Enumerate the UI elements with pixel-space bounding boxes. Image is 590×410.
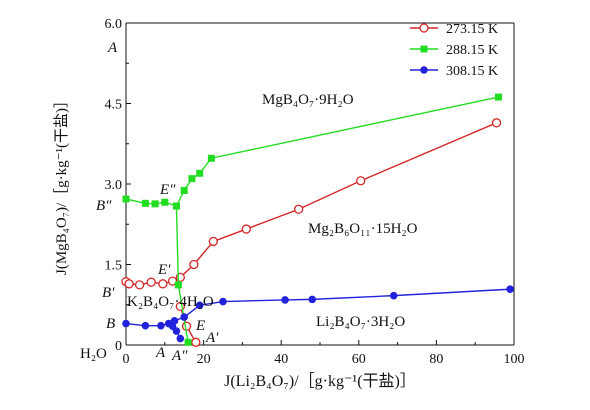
point-label: A — [107, 40, 118, 56]
legend: 273.15 K 288.15 K 308.15 K — [410, 22, 498, 79]
point-label: E″ — [159, 182, 176, 198]
legend-entry: 308.15 K — [446, 64, 498, 79]
data-point — [141, 321, 150, 330]
data-point — [207, 154, 215, 162]
data-point — [188, 175, 196, 183]
series-line — [125, 96, 499, 207]
data-point — [151, 200, 159, 208]
legend-entry: 288.15 K — [446, 43, 498, 58]
y-axis-label: J(MgB₄O₇)/［g·kg⁻¹(干盐)］ — [53, 93, 70, 275]
y-tick-label: 0 — [115, 339, 122, 354]
region-label: Mg₂B₆O₁₁·15H₂O — [308, 221, 418, 237]
data-point — [356, 176, 366, 186]
point-label: E — [195, 318, 205, 334]
data-point — [134, 280, 145, 290]
series-line — [125, 122, 497, 286]
point-label: A″ — [171, 348, 188, 364]
point-label: B″ — [96, 198, 112, 214]
y-tick-label: 1.5 — [105, 259, 123, 274]
data-point — [184, 338, 192, 346]
region-label: K₂B₄O₇·4H₂O — [127, 294, 214, 310]
series-layer — [121, 93, 514, 347]
data-point — [176, 334, 185, 343]
data-point — [122, 195, 130, 203]
point-label: E′ — [157, 262, 171, 278]
x-tick-label: 60 — [352, 352, 366, 367]
labels-layer: A B B′ B″ E E′ E″ A A′ A″ H₂O MgB₄O₇·9H₂O Mg₂B₆O₁₁·1… — [80, 40, 418, 364]
legend-entry: 273.15 K — [446, 22, 498, 37]
data-point — [189, 259, 199, 270]
data-point — [124, 279, 134, 289]
point-label: H₂O — [80, 346, 107, 362]
region-label: MgB₄O₇·9H₂O — [262, 92, 354, 108]
data-point — [172, 327, 181, 335]
series — [122, 93, 502, 210]
data-point — [196, 169, 204, 177]
data-point — [157, 321, 165, 330]
x-tick-label: 20 — [197, 352, 211, 367]
data-point — [491, 118, 502, 128]
data-point — [191, 337, 201, 347]
data-point — [281, 296, 289, 304]
data-point — [141, 199, 149, 207]
point-label: B′ — [102, 285, 115, 301]
data-point — [146, 277, 156, 287]
y-tick-label: 3.0 — [105, 178, 123, 193]
series — [121, 118, 502, 290]
data-point — [219, 297, 227, 306]
data-point — [167, 276, 178, 286]
y-tick-label: 6.0 — [105, 17, 123, 32]
data-point — [180, 186, 188, 194]
axes: 0 20 40 60 80 100 0 1.5 3.0 4.5 6.0 J(Li₂B₄O₇)/［g·k… — [53, 17, 525, 390]
data-point — [308, 295, 317, 304]
data-point — [420, 66, 428, 74]
series — [172, 202, 192, 346]
x-axis-label: J(Li₂B₄O₇)/［g·kg⁻¹(干盐)］ — [224, 372, 416, 390]
data-point — [122, 319, 130, 328]
x-tick-label: 0 — [123, 352, 130, 367]
region-label: Li₂B₄O₇·3H₂O — [316, 314, 405, 330]
data-point — [195, 301, 204, 310]
data-point — [494, 93, 502, 101]
data-point — [241, 224, 251, 234]
data-point — [294, 204, 304, 214]
series — [168, 322, 185, 343]
data-point — [172, 202, 180, 210]
data-point — [208, 236, 218, 247]
x-tick-label: 100 — [504, 352, 525, 367]
y-tick-label: 4.5 — [105, 98, 123, 113]
data-point — [174, 281, 182, 289]
x-tick-label: 40 — [274, 352, 288, 367]
data-point — [419, 23, 429, 33]
data-point — [420, 45, 428, 53]
data-point — [389, 291, 398, 300]
x-tick-label: 80 — [429, 352, 443, 367]
data-point — [180, 313, 188, 321]
point-label: B — [106, 316, 115, 332]
data-point — [161, 198, 169, 206]
series — [122, 285, 514, 330]
data-point — [506, 285, 514, 293]
point-label: A — [155, 345, 166, 361]
data-point — [158, 279, 168, 289]
point-label: A′ — [205, 330, 219, 346]
